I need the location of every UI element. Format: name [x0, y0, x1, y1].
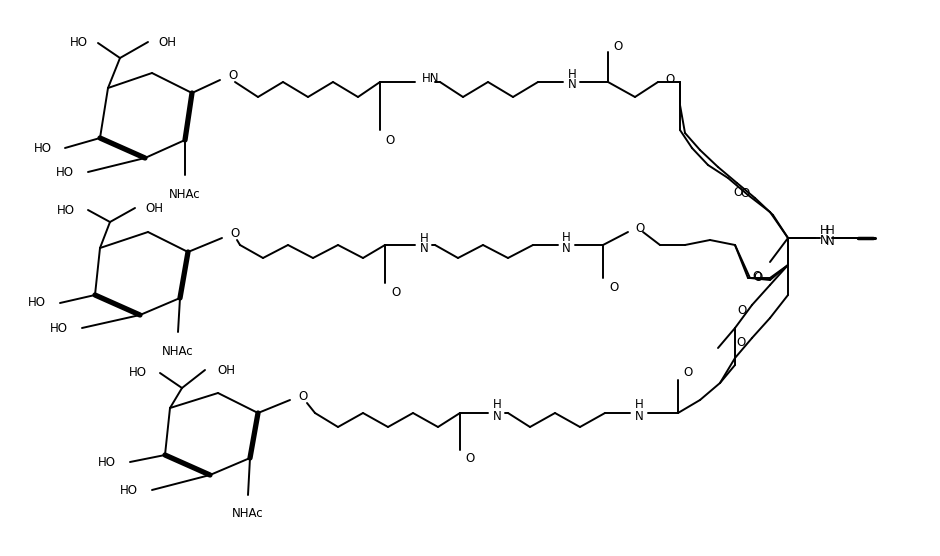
Text: O: O: [734, 186, 743, 198]
Text: HO: HO: [56, 166, 74, 178]
Text: H: H: [493, 399, 502, 411]
Text: HO: HO: [34, 141, 52, 155]
Text: OH: OH: [217, 364, 235, 376]
Text: O: O: [230, 226, 240, 240]
Text: O: O: [665, 72, 674, 86]
Text: N: N: [420, 241, 429, 255]
Text: O: O: [683, 366, 692, 380]
Text: O: O: [298, 390, 307, 403]
Text: O: O: [737, 335, 746, 349]
Text: N: N: [635, 410, 644, 423]
Text: HO: HO: [70, 36, 88, 48]
Text: N: N: [568, 77, 577, 91]
Text: H: H: [635, 399, 644, 411]
Text: O: O: [613, 39, 622, 52]
Text: O: O: [391, 285, 400, 299]
Text: H: H: [826, 224, 835, 236]
Text: HO: HO: [50, 321, 68, 335]
Text: O: O: [753, 270, 762, 282]
Text: H: H: [568, 67, 577, 81]
Text: N: N: [493, 410, 502, 423]
Text: OH: OH: [145, 201, 163, 215]
Text: HO: HO: [98, 455, 116, 469]
Text: O: O: [465, 451, 475, 464]
Text: HO: HO: [129, 365, 147, 379]
Text: O: O: [385, 133, 394, 146]
Text: O: O: [228, 68, 237, 82]
Text: N: N: [820, 234, 829, 246]
Text: NHAc: NHAc: [169, 188, 201, 201]
Text: HN: HN: [422, 72, 440, 85]
Text: O: O: [609, 280, 619, 294]
Text: O: O: [635, 221, 644, 235]
Text: O: O: [738, 304, 747, 316]
Text: NHAc: NHAc: [163, 345, 194, 358]
Text: NHAc: NHAc: [232, 507, 264, 520]
Text: H: H: [420, 231, 429, 245]
Text: H: H: [820, 224, 829, 236]
Text: N: N: [826, 235, 835, 247]
Text: O: O: [741, 186, 750, 200]
Text: H: H: [562, 231, 571, 244]
Text: N: N: [562, 241, 571, 255]
Text: HO: HO: [28, 296, 46, 310]
Text: OH: OH: [158, 36, 176, 48]
Text: HO: HO: [120, 484, 138, 497]
Text: O: O: [754, 271, 763, 284]
Text: HO: HO: [57, 203, 75, 216]
